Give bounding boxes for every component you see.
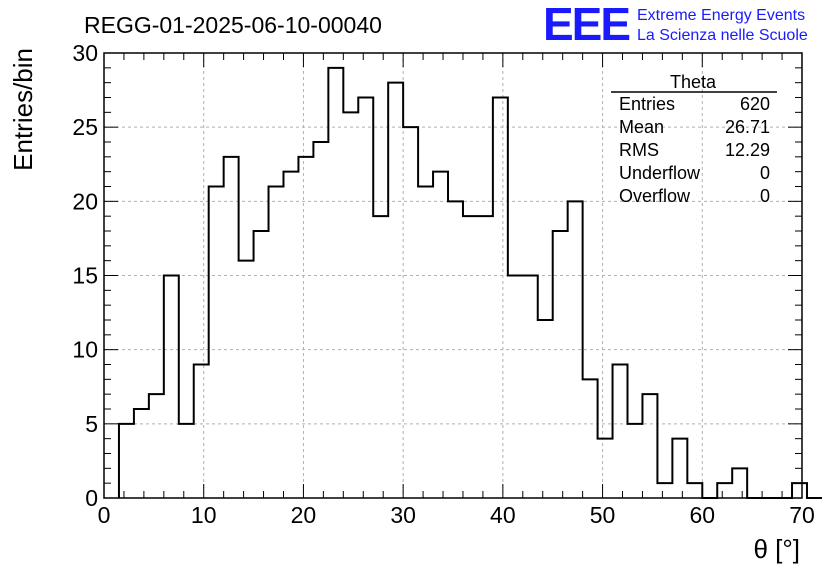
histogram-bin — [239, 261, 254, 498]
histogram-bin — [583, 379, 598, 498]
histogram-bin — [642, 394, 657, 498]
histogram-outline — [117, 66, 822, 499]
y-tick-label: 10 — [72, 337, 98, 363]
stats-value: 620 — [740, 94, 770, 114]
x-tick-label: 50 — [590, 502, 616, 528]
histogram-bin — [194, 365, 209, 499]
x-tick-label: 30 — [390, 502, 416, 528]
tick-labels: 0 10 20 30 40 50 60 70 0 5 10 15 20 25 30 — [72, 40, 814, 528]
eee-logo: EEE Extreme Energy Events La Scienza nel… — [543, 0, 808, 50]
histogram-bin — [179, 424, 194, 498]
histogram-bin — [343, 112, 358, 498]
histogram-bin — [418, 187, 433, 499]
stats-label: Entries — [619, 94, 675, 114]
histogram-bin — [283, 172, 298, 498]
stats-value: 26.71 — [725, 117, 770, 137]
x-tick-label: 70 — [789, 502, 815, 528]
histogram — [117, 66, 822, 499]
y-tick-label: 5 — [85, 411, 98, 437]
histogram-bin — [478, 216, 493, 498]
histogram-bin — [224, 157, 239, 498]
histogram-bin — [134, 409, 149, 498]
histogram-bin — [463, 216, 478, 498]
histogram-bin — [553, 231, 568, 498]
stats-value: 0 — [760, 186, 770, 206]
y-axis-title: Entries/bin — [8, 48, 38, 171]
histogram-bin — [328, 68, 343, 498]
histogram-bin — [373, 216, 388, 498]
logo-line-1: Extreme Energy Events — [637, 7, 805, 24]
stats-value: 12.29 — [725, 140, 770, 160]
y-tick-label: 0 — [85, 485, 98, 511]
histogram-bin — [792, 483, 807, 498]
histogram-bin — [538, 320, 553, 498]
histogram-bin — [313, 142, 328, 498]
histogram-bin — [164, 276, 179, 499]
stats-label: Overflow — [619, 186, 691, 206]
histogram-bin — [613, 365, 628, 499]
histogram-bin — [732, 468, 747, 498]
histogram-bin — [493, 98, 508, 499]
histogram-bin — [628, 424, 643, 498]
histogram-bin — [119, 424, 134, 498]
y-tick-label: 25 — [72, 114, 98, 140]
axis-ticks — [103, 52, 803, 499]
histogram-bin — [358, 98, 373, 499]
histogram-bin — [717, 483, 732, 498]
histogram-bin — [209, 187, 224, 499]
stats-label: Mean — [619, 117, 664, 137]
x-axis-title: θ [°] — [753, 534, 800, 564]
histogram-bin — [149, 394, 164, 498]
histogram-bin — [254, 231, 269, 498]
histogram-bin — [388, 83, 403, 498]
histogram-bin — [687, 483, 702, 498]
x-tick-label: 10 — [191, 502, 217, 528]
logo-mark: EEE — [543, 0, 629, 50]
histogram-bin — [672, 439, 687, 498]
histogram-bin — [403, 127, 418, 498]
y-tick-label: 30 — [72, 40, 98, 66]
chart-title: REGG-01-2025-06-10-00040 — [84, 12, 382, 38]
x-tick-label: 20 — [291, 502, 317, 528]
histogram-bin — [433, 172, 448, 498]
stats-label: RMS — [619, 140, 659, 160]
y-tick-label: 15 — [72, 263, 98, 289]
y-tick-label: 20 — [72, 188, 98, 214]
histogram-bin — [523, 276, 538, 499]
stats-label: Underflow — [619, 163, 701, 183]
stats-value: 0 — [760, 163, 770, 183]
histogram-bin — [508, 276, 523, 499]
x-tick-label: 40 — [490, 502, 516, 528]
histogram-bin — [657, 483, 672, 498]
histogram-bin — [298, 157, 313, 498]
stats-title: Theta — [670, 72, 717, 92]
x-tick-label: 0 — [98, 502, 111, 528]
histogram-bin — [269, 187, 284, 499]
x-tick-label: 60 — [689, 502, 715, 528]
logo-line-2: La Scienza nelle Scuole — [637, 27, 808, 44]
histogram-bin — [598, 439, 613, 498]
